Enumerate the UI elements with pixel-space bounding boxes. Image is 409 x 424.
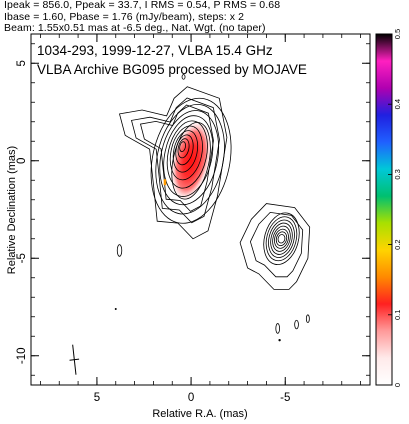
core-contour	[177, 138, 190, 159]
noise-contour	[294, 319, 299, 330]
colorbar-tick-label: 0	[393, 383, 402, 387]
secondary-contour	[274, 228, 289, 249]
beam-minor-axis	[69, 358, 80, 361]
secondary-contour	[268, 219, 295, 258]
noise-dot	[114, 307, 117, 310]
header-stats-line: Ipeak = 856.0, Ppeak = 33.7, I RMS = 0.5…	[4, 0, 281, 11]
beam-marker	[69, 344, 80, 375]
y-tick-label: 5	[16, 60, 28, 66]
colorbar-tick-label: 0.1	[393, 310, 402, 320]
x-tick-label: -5	[280, 392, 290, 404]
y-tick-label: -5	[16, 253, 28, 263]
core-color-pixel	[163, 179, 167, 186]
colorbar-gradient	[375, 33, 393, 386]
colorbar: 0 0.1 0.2 0.3 0.4 0.5	[375, 29, 402, 387]
chart-title: 1034-293, 1999-12-27, VLBA 15.4 GHz	[37, 43, 273, 58]
header-base-line: Ibase = 1.60, Pbase = 1.76 (mJy/beam), s…	[4, 10, 245, 23]
core-contour	[155, 103, 225, 215]
noise-contour	[275, 323, 281, 334]
plot-area	[31, 34, 370, 385]
plot-frame	[30, 33, 371, 386]
core-contour	[179, 141, 186, 153]
core-contour	[175, 134, 194, 166]
x-axis-label: Relative R.A. (mas)	[152, 408, 247, 420]
core-contour-outer	[131, 97, 220, 224]
chart-subtitle: VLBA Archive BG095 processed by MOJAVE	[37, 62, 307, 77]
secondary-contour	[270, 222, 293, 255]
core-contour	[150, 97, 232, 224]
secondary-contour-outer	[249, 211, 304, 278]
y-tick-label: -10	[16, 347, 28, 364]
core-contour	[166, 120, 208, 189]
x-tick-label: 5	[94, 392, 100, 404]
noise-contour	[116, 244, 123, 257]
y-tick-label: 0	[16, 158, 28, 164]
header-beam-line: Beam: 1.55x0.51 mas at -6.5 deg., Nat. W…	[4, 22, 266, 34]
secondary-contour	[265, 216, 298, 262]
core-contour	[163, 115, 214, 197]
noise-contour	[181, 74, 186, 80]
noise-dot	[278, 338, 281, 342]
colorbar-tick-label: 0.3	[393, 169, 402, 179]
contour-group	[114, 74, 311, 342]
core-contour	[159, 110, 219, 206]
colorbar-tick-label: 0.4	[393, 99, 402, 109]
secondary-contour	[263, 212, 300, 265]
y-axis-label: Relative Declination (mas)	[6, 146, 18, 274]
core-contour	[169, 125, 203, 181]
noise-contour	[305, 314, 310, 324]
secondary-contour-outer	[239, 203, 311, 290]
axis-ticks: 5 0 -5 5 0 -5 -10	[16, 34, 370, 404]
header: Ipeak = 856.0, Ppeak = 33.7, I RMS = 0.5…	[4, 0, 408, 35]
secondary-contour	[272, 225, 291, 252]
x-tick-label: 0	[188, 392, 194, 404]
core-contour	[172, 130, 199, 173]
secondary-contour	[277, 234, 286, 244]
colorbar-tick-label: 0.5	[393, 29, 402, 39]
colorbar-tick-label: 0.2	[393, 239, 402, 249]
secondary-contour	[275, 231, 288, 247]
